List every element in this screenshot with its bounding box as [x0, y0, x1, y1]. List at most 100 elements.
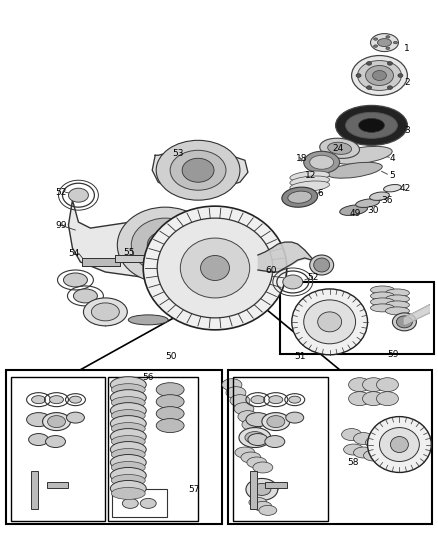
Bar — [11, 377, 106, 521]
Ellipse shape — [314, 258, 330, 272]
Ellipse shape — [74, 289, 97, 303]
Ellipse shape — [110, 377, 146, 393]
Text: 52: 52 — [308, 273, 319, 282]
Ellipse shape — [353, 433, 374, 445]
Ellipse shape — [234, 402, 254, 415]
Ellipse shape — [230, 394, 250, 407]
Ellipse shape — [131, 218, 199, 272]
Ellipse shape — [28, 433, 49, 446]
Ellipse shape — [396, 316, 413, 328]
Text: 55: 55 — [124, 247, 135, 256]
Ellipse shape — [213, 243, 227, 253]
Ellipse shape — [122, 498, 138, 508]
Bar — [115, 255, 147, 262]
Ellipse shape — [156, 394, 184, 409]
Ellipse shape — [292, 289, 367, 355]
Ellipse shape — [111, 487, 145, 499]
Ellipse shape — [67, 412, 85, 423]
Ellipse shape — [374, 45, 378, 47]
Ellipse shape — [110, 467, 146, 483]
Ellipse shape — [371, 286, 395, 294]
Ellipse shape — [110, 480, 146, 496]
Ellipse shape — [226, 386, 246, 399]
Bar — [115, 255, 147, 262]
Ellipse shape — [282, 187, 318, 207]
Text: 51: 51 — [295, 352, 306, 361]
Bar — [46, 482, 68, 488]
Ellipse shape — [180, 238, 250, 298]
Ellipse shape — [359, 118, 385, 132]
Ellipse shape — [374, 38, 378, 41]
Text: 53: 53 — [172, 149, 184, 158]
Ellipse shape — [265, 435, 285, 448]
Ellipse shape — [64, 273, 88, 287]
Ellipse shape — [304, 300, 356, 344]
Text: 54: 54 — [68, 248, 80, 257]
Ellipse shape — [259, 505, 277, 515]
Ellipse shape — [241, 452, 261, 463]
Ellipse shape — [385, 307, 410, 315]
Ellipse shape — [290, 176, 329, 187]
Ellipse shape — [364, 450, 384, 461]
Ellipse shape — [140, 498, 156, 508]
Ellipse shape — [111, 435, 145, 448]
Ellipse shape — [367, 86, 371, 90]
Ellipse shape — [310, 255, 334, 275]
Ellipse shape — [304, 151, 339, 173]
Ellipse shape — [208, 239, 232, 257]
Ellipse shape — [156, 140, 240, 200]
Ellipse shape — [393, 42, 397, 44]
Ellipse shape — [366, 66, 393, 85]
Ellipse shape — [48, 416, 66, 427]
Bar — [250, 472, 257, 510]
Ellipse shape — [110, 416, 146, 432]
Bar — [265, 482, 287, 488]
Ellipse shape — [222, 379, 242, 391]
Text: 59: 59 — [388, 350, 399, 359]
Ellipse shape — [371, 298, 395, 306]
Ellipse shape — [251, 395, 265, 403]
Ellipse shape — [111, 410, 145, 422]
Bar — [6, 370, 222, 524]
Ellipse shape — [254, 502, 272, 511]
Ellipse shape — [390, 437, 408, 453]
Polygon shape — [68, 200, 248, 278]
Ellipse shape — [363, 378, 385, 392]
Text: 30: 30 — [367, 206, 379, 215]
Ellipse shape — [388, 86, 392, 90]
Ellipse shape — [110, 402, 146, 418]
Text: 3: 3 — [404, 126, 410, 135]
Polygon shape — [404, 305, 429, 325]
Ellipse shape — [46, 435, 66, 448]
Ellipse shape — [386, 47, 390, 50]
Ellipse shape — [68, 188, 88, 202]
Text: 57: 57 — [188, 485, 200, 494]
Ellipse shape — [269, 395, 283, 403]
Ellipse shape — [363, 392, 385, 406]
Ellipse shape — [111, 397, 145, 409]
Ellipse shape — [377, 392, 399, 406]
Ellipse shape — [371, 292, 395, 300]
Ellipse shape — [378, 441, 397, 453]
Ellipse shape — [342, 429, 361, 441]
Ellipse shape — [253, 483, 271, 495]
Ellipse shape — [388, 62, 392, 65]
Text: 18: 18 — [296, 154, 307, 163]
Ellipse shape — [42, 413, 71, 431]
Ellipse shape — [340, 205, 367, 215]
Ellipse shape — [336, 106, 407, 146]
Ellipse shape — [343, 444, 364, 455]
Text: 6: 6 — [318, 189, 323, 198]
Ellipse shape — [262, 413, 290, 431]
Ellipse shape — [366, 437, 385, 449]
Bar — [228, 370, 432, 524]
Ellipse shape — [147, 231, 183, 259]
Ellipse shape — [157, 218, 273, 318]
Ellipse shape — [267, 416, 285, 427]
Bar — [82, 258, 120, 266]
Ellipse shape — [349, 392, 371, 406]
Ellipse shape — [384, 184, 401, 192]
Ellipse shape — [385, 289, 410, 297]
Ellipse shape — [349, 378, 371, 392]
Text: 24: 24 — [332, 144, 344, 153]
